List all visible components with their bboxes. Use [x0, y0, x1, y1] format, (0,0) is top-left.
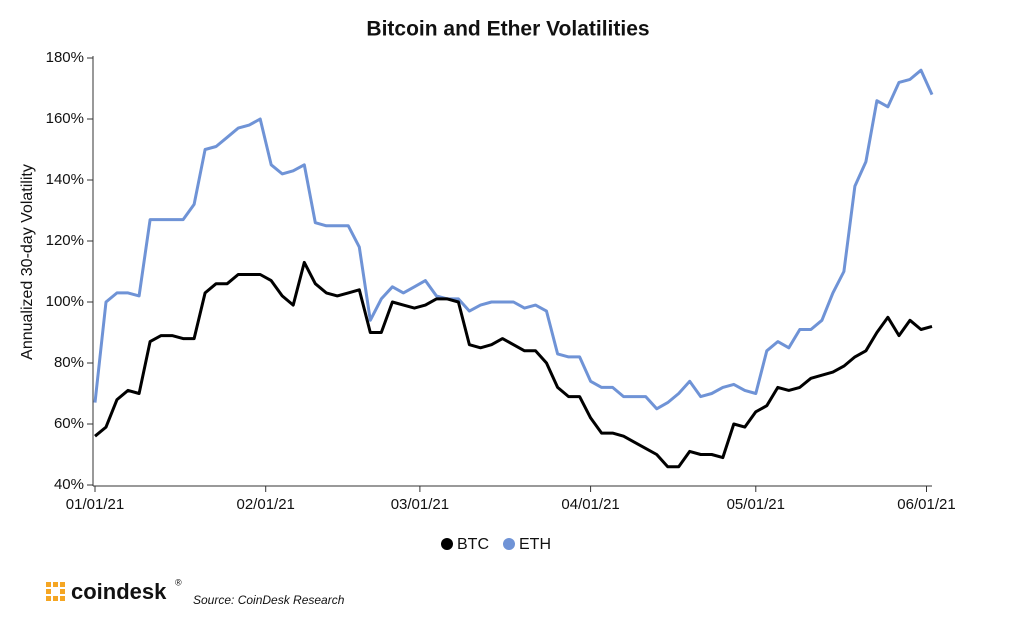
y-tick-label: 140%	[46, 171, 84, 188]
legend-label: BTC	[457, 536, 489, 553]
x-tick-label: 04/01/21	[561, 496, 619, 513]
source: Source: CoinDesk Research	[193, 593, 345, 607]
chart-title: Bitcoin and Ether Volatilities	[366, 18, 649, 41]
x-tick-label: 03/01/21	[391, 496, 449, 513]
x-tick-label: 01/01/21	[66, 496, 124, 513]
logo: coindesk ®	[46, 577, 182, 604]
legend-swatch	[503, 538, 515, 550]
y-axis-label: Annualized 30-day Volatility	[19, 164, 36, 360]
x-tick-label: 06/01/21	[897, 496, 955, 513]
y-tick-label: 160%	[46, 110, 84, 127]
y-tick-label: 80%	[54, 354, 84, 371]
y-tick-label: 180%	[46, 49, 84, 66]
line-series	[93, 68, 934, 411]
legend-swatch	[441, 538, 453, 550]
x-tick-label: 05/01/21	[727, 496, 785, 513]
line-series	[94, 260, 933, 469]
legend: BTC ETH	[441, 536, 551, 553]
logo-mark: ®	[175, 577, 182, 587]
x-tick-label: 02/01/21	[237, 496, 295, 513]
y-tick-label: 120%	[46, 232, 84, 249]
legend-label: ETH	[519, 536, 551, 553]
y-tick-label: 40%	[54, 476, 84, 493]
y-tick-label: 60%	[54, 415, 84, 432]
y-tick-label: 100%	[46, 293, 84, 310]
logo-text: coindesk	[71, 579, 167, 604]
